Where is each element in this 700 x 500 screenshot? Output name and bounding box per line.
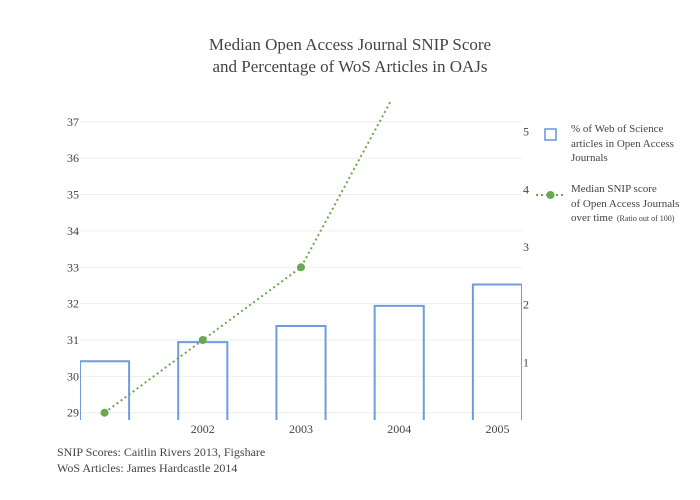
- legend-line-label-line-2: of Open Access Journals: [571, 198, 679, 210]
- snip-point-2002: [198, 336, 207, 344]
- y-right-tick-label-1: 1: [523, 355, 529, 369]
- bar-2002: [177, 341, 229, 420]
- y-axis-left: 29 30 31 32 33 34 35 36 37: [67, 115, 79, 420]
- y-left-tick-label-32: 32: [67, 297, 79, 311]
- y-right-tick-label-5: 5: [523, 125, 529, 139]
- legend-item-line-series[interactable]: Median SNIP score of Open Access Journal…: [536, 183, 679, 224]
- legend-line-label-small: (Ratio out of 100): [617, 214, 675, 223]
- bar-2003: [275, 325, 327, 420]
- y-left-tick-label-36: 36: [67, 151, 79, 165]
- y-left-tick-label-31: 31: [67, 333, 79, 347]
- chart-title-line-1: Median Open Access Journal SNIP Score: [209, 35, 491, 54]
- snip-point-2003: [297, 263, 305, 272]
- legend-bar-label-line-1: % of Web of Science: [571, 123, 663, 135]
- x-tick-label-2004: 2004: [387, 422, 411, 436]
- snip-point-2001: [100, 408, 109, 417]
- x-tick-label-2002: 2002: [191, 422, 215, 436]
- source-line-2: WoS Articles: James Hardcastle 2014: [57, 461, 237, 475]
- x-axis: 2002 2003 2004 2005: [191, 422, 510, 436]
- legend-line-marker: [546, 191, 555, 199]
- legend-item-bar-series[interactable]: % of Web of Science articles in Open Acc…: [544, 123, 674, 164]
- legend-bar-swatch: [544, 128, 557, 141]
- bar-2004: [373, 304, 425, 420]
- y-left-tick-label-33: 33: [67, 260, 79, 274]
- bar-2005: [471, 283, 522, 420]
- chart-title-line-2: and Percentage of WoS Articles in OAJs: [213, 57, 488, 76]
- legend-line-label-line-3: over time (Ratio out of 100): [571, 212, 675, 224]
- source-line-1: SNIP Scores: Caitlin Rivers 2013, Figsha…: [57, 445, 265, 459]
- x-tick-label-2003: 2003: [289, 422, 313, 436]
- y-right-tick-label-2: 2: [523, 298, 529, 312]
- snip-point-2004: [395, 81, 403, 89]
- legend-bar-label-line-3: Journals: [571, 152, 608, 164]
- y-left-tick-label-35: 35: [67, 188, 79, 202]
- legend-bar-label-line-2: articles in Open Access: [571, 138, 674, 150]
- y-left-tick-label-37: 37: [67, 115, 79, 129]
- y-right-tick-label-4: 4: [523, 182, 529, 196]
- y-right-tick-label-3: 3: [523, 240, 529, 254]
- bar-series: [80, 283, 522, 420]
- y-left-tick-label-34: 34: [67, 224, 79, 238]
- y-axis-right: 1 2 3 4 5: [523, 125, 529, 370]
- bar-2001: [80, 360, 131, 420]
- y-left-tick-label-30: 30: [67, 369, 79, 383]
- x-tick-label-2005: 2005: [485, 422, 509, 436]
- legend[interactable]: % of Web of Science articles in Open Acc…: [536, 123, 679, 224]
- line-series: [100, 81, 403, 417]
- legend-line-label-line-1: Median SNIP score: [571, 183, 657, 195]
- snip-line: [103, 100, 393, 414]
- y-left-tick-label-29: 29: [67, 406, 79, 420]
- legend-line-label-main: over time: [571, 212, 613, 224]
